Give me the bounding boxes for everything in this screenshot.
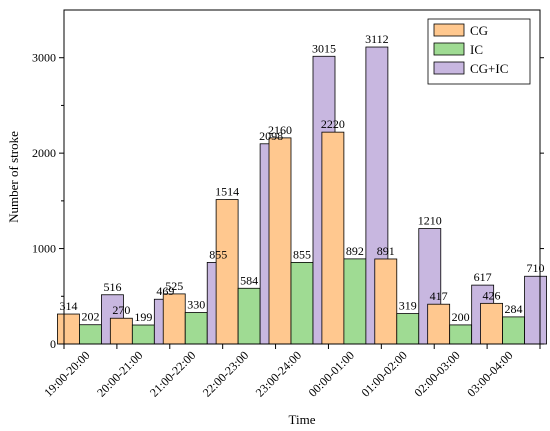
data-label: 284 bbox=[505, 302, 523, 316]
data-label: 855 bbox=[293, 247, 311, 261]
legend-label: CG bbox=[470, 23, 488, 38]
x-tick-label: 02:00-03:00 bbox=[411, 348, 462, 399]
bar-cg-7 bbox=[427, 303, 451, 345]
bar-cg-8 bbox=[480, 302, 503, 345]
data-label: 2220 bbox=[321, 117, 345, 131]
x-axis-title: Time bbox=[289, 412, 316, 427]
x-tick-label: 22:00-23:00 bbox=[200, 348, 251, 399]
data-label: 270 bbox=[112, 303, 130, 317]
data-label: 855 bbox=[209, 247, 227, 261]
bar-cg-4 bbox=[268, 137, 292, 345]
data-label: 1514 bbox=[215, 185, 239, 199]
data-label: 892 bbox=[346, 244, 364, 258]
bar-cg-0 bbox=[57, 313, 80, 345]
bar-ic-6 bbox=[396, 313, 420, 345]
x-tick-label: 21:00-22:00 bbox=[147, 348, 198, 399]
data-label: 710 bbox=[527, 261, 545, 275]
bar-cg-3 bbox=[215, 199, 239, 345]
x-tick-label: 23:00-24:00 bbox=[253, 348, 304, 399]
data-label: 2160 bbox=[268, 123, 292, 137]
bar-ic-0 bbox=[79, 324, 102, 345]
x-tick-label: 19:00-20:00 bbox=[41, 348, 92, 399]
bars-layer bbox=[57, 46, 547, 345]
data-label: 199 bbox=[134, 310, 152, 324]
data-label: 200 bbox=[452, 310, 470, 324]
bar-cg-1 bbox=[109, 317, 133, 345]
data-label: 3112 bbox=[365, 32, 389, 46]
x-tick-label: 03:00-04:00 bbox=[464, 348, 515, 399]
bar-ic-8 bbox=[502, 316, 525, 345]
plot-frame bbox=[63, 9, 541, 345]
data-label: 584 bbox=[240, 273, 258, 287]
bar-cg-2 bbox=[162, 293, 186, 345]
data-label: 2098 bbox=[259, 129, 283, 143]
data-label: 1210 bbox=[418, 214, 442, 228]
bar-ic-2 bbox=[184, 312, 208, 345]
legend-swatch bbox=[433, 23, 465, 37]
bar-ic-5 bbox=[343, 258, 367, 345]
data-label: 469 bbox=[156, 284, 174, 298]
data-label: 891 bbox=[377, 244, 395, 258]
bar-ic-4 bbox=[290, 262, 314, 345]
legend-label: IC bbox=[470, 42, 483, 57]
data-label: 617 bbox=[474, 270, 492, 284]
bar-ic-1 bbox=[131, 324, 155, 345]
bar-cg-6 bbox=[374, 258, 398, 345]
y-tick-label: 3000 bbox=[32, 51, 56, 65]
x-axis: 19:00-20:00 20:00-21:00 21:00-22:00 22:00-2… bbox=[41, 344, 541, 400]
bar-cg-ic-8 bbox=[524, 275, 547, 345]
bar-cg-5 bbox=[321, 131, 345, 345]
y-axis-title: Number of stroke bbox=[6, 131, 21, 223]
data-label: 417 bbox=[430, 289, 448, 303]
bar-ic-3 bbox=[237, 287, 261, 345]
data-label: 426 bbox=[483, 288, 501, 302]
bar-ic-7 bbox=[449, 324, 473, 345]
legend-label: CG+IC bbox=[470, 61, 508, 76]
data-label: 319 bbox=[399, 299, 417, 313]
x-tick-label: 20:00-21:00 bbox=[94, 348, 145, 399]
y-tick-label: 2000 bbox=[32, 146, 56, 160]
legend: CG IC CG+IC bbox=[427, 18, 531, 85]
x-tick-label: 01:00-02:00 bbox=[359, 348, 410, 399]
legend-swatch bbox=[433, 61, 465, 75]
data-label: 314 bbox=[59, 299, 77, 313]
x-tick-label: 00:00-01:00 bbox=[306, 348, 357, 399]
y-axis: 0 1000 2000 3000 bbox=[32, 51, 544, 351]
legend-swatch bbox=[433, 42, 465, 56]
data-label: 202 bbox=[81, 310, 99, 324]
y-tick-label: 1000 bbox=[32, 242, 56, 256]
data-label: 330 bbox=[187, 298, 205, 312]
data-label: 516 bbox=[103, 280, 121, 294]
data-label: 3015 bbox=[312, 41, 336, 55]
data-label: 525 bbox=[165, 279, 183, 293]
y-tick-label: 0 bbox=[50, 337, 56, 351]
